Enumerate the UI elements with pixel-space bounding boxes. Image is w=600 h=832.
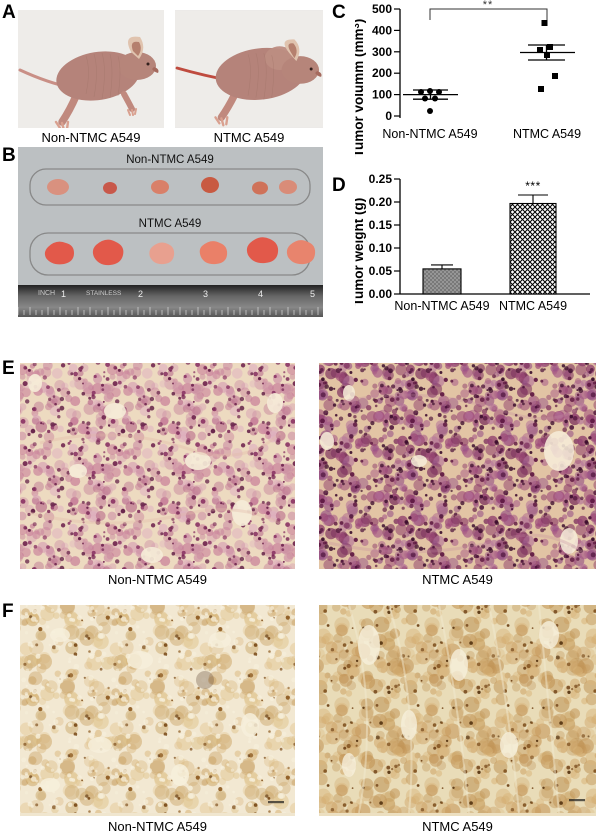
svg-text:Tumor weight (g): Tumor weight (g): [355, 198, 366, 306]
svg-text:1: 1: [61, 289, 66, 299]
svg-text:Non-NTMC A549: Non-NTMC A549: [382, 127, 477, 141]
svg-text:0.05: 0.05: [369, 264, 393, 278]
svg-text:Tumor volumm (mm3): Tumor volumm (mm3): [355, 19, 366, 158]
svg-text:5: 5: [310, 289, 315, 299]
svg-text:500: 500: [372, 2, 392, 16]
svg-text:NTMC A549: NTMC A549: [513, 127, 581, 141]
svg-text:400: 400: [372, 23, 392, 37]
svg-text:200: 200: [372, 66, 392, 80]
svg-text:0.25: 0.25: [369, 172, 393, 186]
svg-text:300: 300: [372, 45, 392, 59]
svg-text:***: ***: [525, 179, 541, 193]
svg-text:2: 2: [138, 289, 143, 299]
svg-text:0.15: 0.15: [369, 218, 393, 232]
svg-text:**: **: [483, 0, 494, 11]
svg-text:4: 4: [258, 289, 263, 299]
svg-text:3: 3: [203, 289, 208, 299]
svg-text:Non-NTMC A549: Non-NTMC A549: [394, 299, 489, 313]
svg-text:0.20: 0.20: [369, 195, 393, 209]
svg-text:Non-NTMC A549: Non-NTMC A549: [126, 154, 214, 166]
svg-text:0.10: 0.10: [369, 241, 393, 255]
svg-text:NTMC A549: NTMC A549: [499, 299, 567, 313]
svg-text:NTMC A549: NTMC A549: [139, 218, 202, 230]
svg-text:STAINLESS: STAINLESS: [86, 290, 122, 297]
svg-text:100: 100: [372, 88, 392, 102]
svg-text:0.00: 0.00: [369, 287, 393, 301]
svg-text:0: 0: [385, 109, 392, 123]
svg-text:INCH: INCH: [38, 290, 55, 297]
